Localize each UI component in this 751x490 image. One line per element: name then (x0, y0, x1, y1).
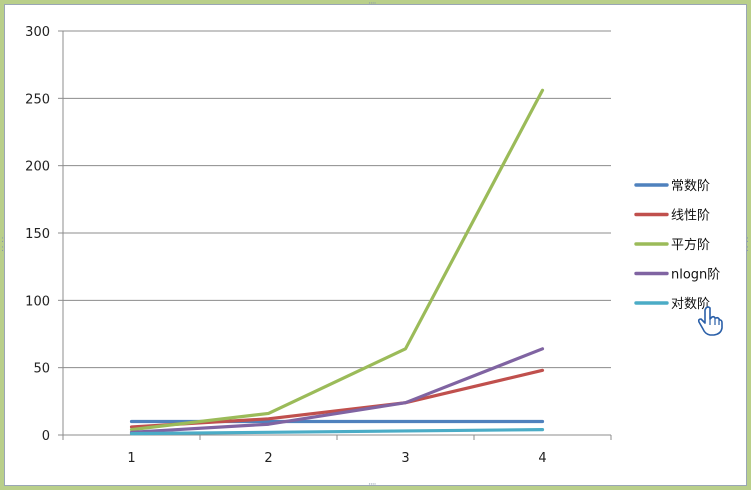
legend-item[interactable]: 常数阶 (634, 179, 710, 194)
resize-handle-left[interactable]: :: (1, 235, 4, 254)
legend-item[interactable]: 平方阶 (634, 237, 710, 253)
x-tick-label: 3 (401, 451, 409, 466)
series-lines (129, 88, 545, 436)
resize-handle-right[interactable]: :: (746, 235, 749, 254)
legend-label: 线性阶 (671, 209, 710, 224)
series-line-3[interactable] (129, 88, 545, 432)
x-tick-label: 1 (127, 451, 135, 466)
y-tick-label: 0 (42, 429, 50, 444)
legend-item[interactable]: 对数阶 (634, 297, 710, 312)
legend-label: 常数阶 (671, 179, 710, 194)
resize-handle-bottom[interactable]: ···· (368, 480, 377, 490)
x-tick-label: 4 (538, 451, 546, 466)
legend-label: 对数阶 (671, 297, 710, 312)
y-tick-label: 100 (25, 294, 50, 309)
axes (62, 31, 612, 440)
y-tick-label: 300 (25, 25, 50, 40)
series-line-2[interactable] (129, 368, 545, 429)
legend-item[interactable]: nlogn阶 (634, 268, 720, 283)
y-tick-label: 250 (25, 92, 50, 107)
y-tick-labels: 0 50 100 150 200 250 300 (25, 25, 50, 444)
series-line-4[interactable] (129, 347, 545, 434)
y-tick-label: 50 (33, 362, 50, 377)
legend-label: 平方阶 (671, 237, 710, 253)
resize-handle-top[interactable]: ···· (368, 0, 377, 9)
x-tick-labels: 1 2 3 4 (127, 451, 546, 466)
y-tick-label: 200 (25, 160, 50, 175)
series-line-5[interactable] (129, 428, 545, 436)
legend-item[interactable]: 线性阶 (634, 209, 710, 224)
hand-pointer-icon (697, 306, 723, 336)
y-tick-label: 150 (25, 227, 50, 242)
x-tick-label: 2 (264, 451, 272, 466)
legend-label: nlogn阶 (671, 268, 720, 283)
gridlines (58, 30, 611, 436)
